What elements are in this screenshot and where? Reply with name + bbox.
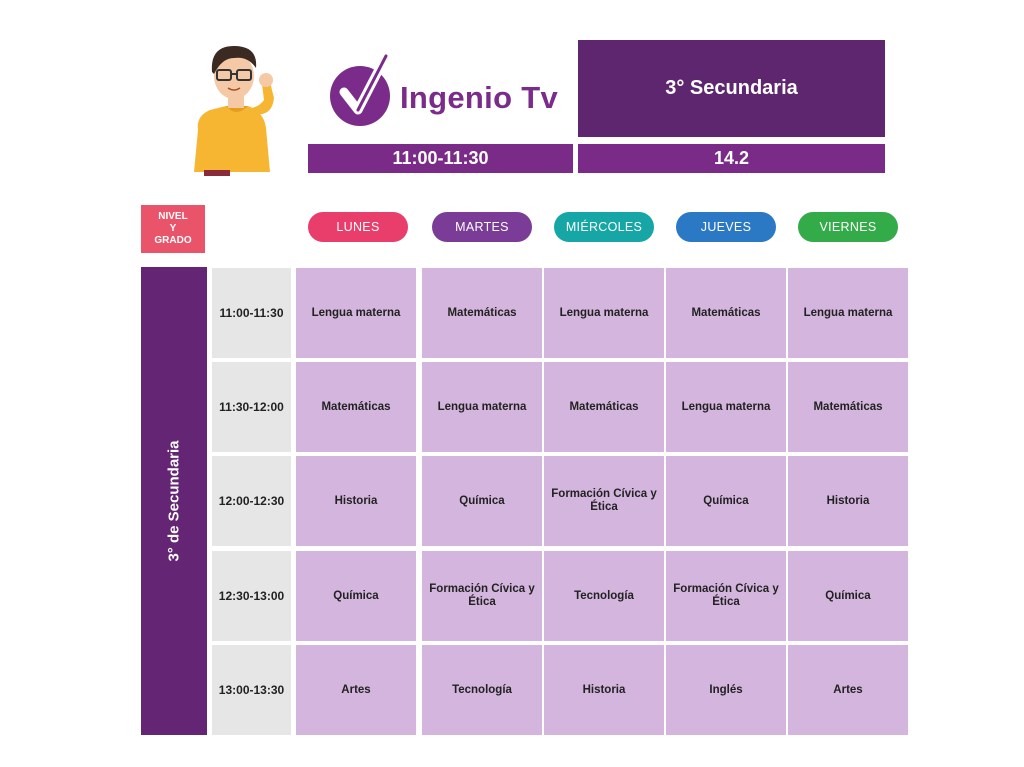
grade-side-label: 3° de Secundaria — [141, 267, 207, 735]
schedule-cell: Artes — [788, 645, 908, 735]
schedule-cell: Artes — [296, 645, 416, 735]
level-grade-badge: NIVEL Y GRADO — [141, 205, 205, 253]
schedule-cell: Lengua materna — [296, 268, 416, 358]
grade-side-text: 3° de Secundaria — [165, 440, 183, 562]
time-cell: 12:30-13:00 — [212, 551, 291, 641]
day-pill-viernes: VIERNES — [798, 212, 898, 242]
grade-title: 3° Secundaria — [578, 40, 885, 137]
schedule-cell: Química — [422, 456, 542, 546]
day-pill-lunes: LUNES — [308, 212, 408, 242]
brand-name: Ingenio Tv — [400, 80, 558, 115]
time-slot-bar: 11:00-11:30 — [308, 144, 573, 173]
time-cell: 12:00-12:30 — [212, 456, 291, 546]
schedule-cell: Matemáticas — [422, 268, 542, 358]
schedule-cell: Matemáticas — [544, 362, 664, 452]
schedule-cell: Lengua materna — [666, 362, 786, 452]
schedule-cell: Historia — [788, 456, 908, 546]
schedule-cell: Química — [788, 551, 908, 641]
time-cell: 11:30-12:00 — [212, 362, 291, 452]
schedule-cell: Formación Cívica y Ética — [422, 551, 542, 641]
boy-mascot-icon — [194, 46, 274, 176]
schedule-cell: Formación Cívica y Ética — [666, 551, 786, 641]
schedule-cell: Matemáticas — [666, 268, 786, 358]
day-pill-jueves: JUEVES — [676, 212, 776, 242]
schedule-cell: Lengua materna — [544, 268, 664, 358]
schedule-cell: Química — [666, 456, 786, 546]
level-badge-line2: Y — [169, 223, 177, 234]
schedule-cell: Matemáticas — [788, 362, 908, 452]
schedule-cell: Historia — [544, 645, 664, 735]
level-badge-line1: NIVEL — [158, 211, 188, 222]
schedule-cell: Inglés — [666, 645, 786, 735]
schedule-cell: Formación Cívica y Ética — [544, 456, 664, 546]
schedule-cell: Tecnología — [422, 645, 542, 735]
checkmark-logo-icon — [330, 52, 391, 126]
schedule-cell: Matemáticas — [296, 362, 416, 452]
time-cell: 13:00-13:30 — [212, 645, 291, 735]
schedule-cell: Tecnología — [544, 551, 664, 641]
schedule-cell: Lengua materna — [422, 362, 542, 452]
schedule-cell: Lengua materna — [788, 268, 908, 358]
day-pill-martes: MARTES — [432, 212, 532, 242]
channel-bar: 14.2 — [578, 144, 885, 173]
level-badge-line3: GRADO — [154, 235, 192, 246]
schedule-cell: Historia — [296, 456, 416, 546]
schedule-cell: Química — [296, 551, 416, 641]
time-cell: 11:00-11:30 — [212, 268, 291, 358]
day-pill-miercoles: MIÉRCOLES — [554, 212, 654, 242]
